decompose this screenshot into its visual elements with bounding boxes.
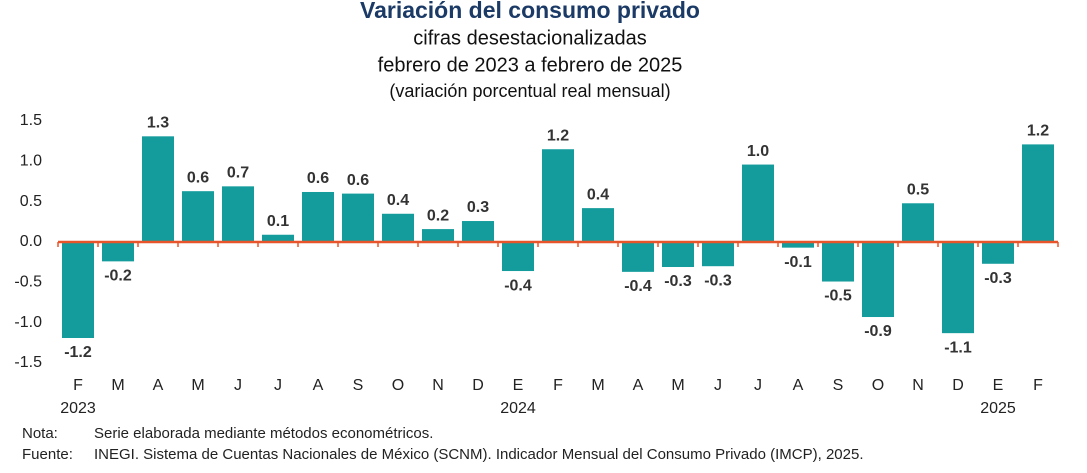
- year-label: 2024: [500, 400, 536, 417]
- bar: [502, 242, 534, 272]
- bar: [382, 213, 414, 242]
- bar: [302, 191, 334, 242]
- value-label: 0.5: [907, 181, 929, 198]
- bar: [262, 234, 294, 242]
- x-tick-label: O: [392, 377, 404, 394]
- bar: [342, 193, 374, 242]
- bar: [822, 242, 854, 282]
- y-tick-label: 1.5: [20, 112, 42, 129]
- x-tick-label: M: [671, 377, 684, 394]
- x-tick-label: A: [793, 377, 804, 394]
- value-label: -0.5: [824, 288, 852, 305]
- x-tick-label: M: [111, 377, 124, 394]
- subtitle: (variación porcentual real mensual): [389, 81, 670, 101]
- note-label: Nota:: [22, 425, 58, 442]
- note-text: Serie elaborada mediante métodos economé…: [94, 425, 433, 442]
- x-tick-label: E: [513, 377, 524, 394]
- bar: [62, 242, 94, 338]
- note-text: INEGI. Sistema de Cuentas Nacionales de …: [94, 446, 864, 463]
- value-label: -0.3: [704, 272, 732, 289]
- x-tick-label: N: [912, 377, 924, 394]
- bar: [782, 242, 814, 248]
- value-label: 1.2: [1027, 123, 1049, 140]
- value-label: -0.3: [984, 270, 1012, 287]
- x-tick-label: F: [553, 377, 563, 394]
- value-label: -0.4: [624, 278, 652, 295]
- bar: [462, 221, 494, 242]
- y-tick-label: 1.0: [20, 153, 42, 170]
- value-label: 1.2: [547, 127, 569, 144]
- bar: [862, 242, 894, 318]
- bar: [182, 191, 214, 242]
- x-tick-label: A: [313, 377, 324, 394]
- x-tick-label: F: [1033, 377, 1043, 394]
- x-tick-label: M: [191, 377, 204, 394]
- bar: [622, 242, 654, 272]
- bar: [1022, 144, 1054, 242]
- bar: [142, 136, 174, 242]
- y-tick-label: -1.5: [14, 354, 42, 371]
- value-label: 1.3: [147, 115, 169, 132]
- y-tick-label: 0.0: [20, 233, 42, 250]
- chart-title: Variación del consumo privado: [360, 0, 700, 23]
- value-label: 0.1: [267, 213, 289, 230]
- x-tick-label: D: [952, 377, 964, 394]
- y-tick-label: 0.5: [20, 193, 42, 210]
- x-tick-label: S: [833, 377, 844, 394]
- y-tick-label: -0.5: [14, 274, 42, 291]
- x-tick-label: M: [591, 377, 604, 394]
- note-label: Fuente:: [22, 446, 73, 463]
- value-label: 0.2: [427, 207, 449, 224]
- value-label: -0.3: [664, 273, 692, 290]
- year-label: 2023: [60, 400, 96, 417]
- value-label: -0.2: [104, 268, 132, 285]
- y-tick-label: -1.0: [14, 314, 42, 331]
- value-label: -0.9: [864, 323, 892, 340]
- value-label: 0.7: [227, 165, 249, 182]
- bar: [702, 242, 734, 267]
- bar: [902, 203, 934, 242]
- bar: [222, 186, 254, 242]
- bar: [982, 242, 1014, 264]
- value-label: -1.2: [64, 344, 92, 361]
- x-tick-label: A: [153, 377, 164, 394]
- x-tick-label: O: [872, 377, 884, 394]
- value-label: 0.4: [587, 186, 609, 203]
- x-tick-label: J: [274, 377, 282, 394]
- bar: [742, 164, 774, 242]
- subtitle: cifras desestacionalizadas: [413, 27, 646, 49]
- value-label: 0.6: [347, 172, 369, 189]
- x-tick-label: A: [633, 377, 644, 394]
- value-label: 0.4: [387, 192, 409, 209]
- value-label: 1.0: [747, 143, 769, 160]
- x-tick-label: F: [73, 377, 83, 394]
- x-tick-label: J: [754, 377, 762, 394]
- bar: [942, 242, 974, 334]
- value-label: 0.6: [187, 169, 209, 186]
- x-tick-label: J: [714, 377, 722, 394]
- x-tick-label: D: [472, 377, 484, 394]
- bar: [102, 242, 134, 262]
- year-label: 2025: [980, 400, 1016, 417]
- bar: [422, 229, 454, 242]
- value-label: -1.1: [944, 339, 972, 356]
- value-label: -0.4: [504, 277, 532, 294]
- value-label: 0.6: [307, 170, 329, 187]
- x-tick-label: N: [432, 377, 444, 394]
- x-tick-label: J: [234, 377, 242, 394]
- x-tick-label: E: [993, 377, 1004, 394]
- subtitle: febrero de 2023 a febrero de 2025: [378, 54, 683, 76]
- bar: [542, 149, 574, 242]
- value-label: 0.3: [467, 199, 489, 216]
- x-tick-label: S: [353, 377, 364, 394]
- value-label: -0.1: [784, 254, 812, 271]
- bar: [662, 242, 694, 268]
- bar: [582, 208, 614, 242]
